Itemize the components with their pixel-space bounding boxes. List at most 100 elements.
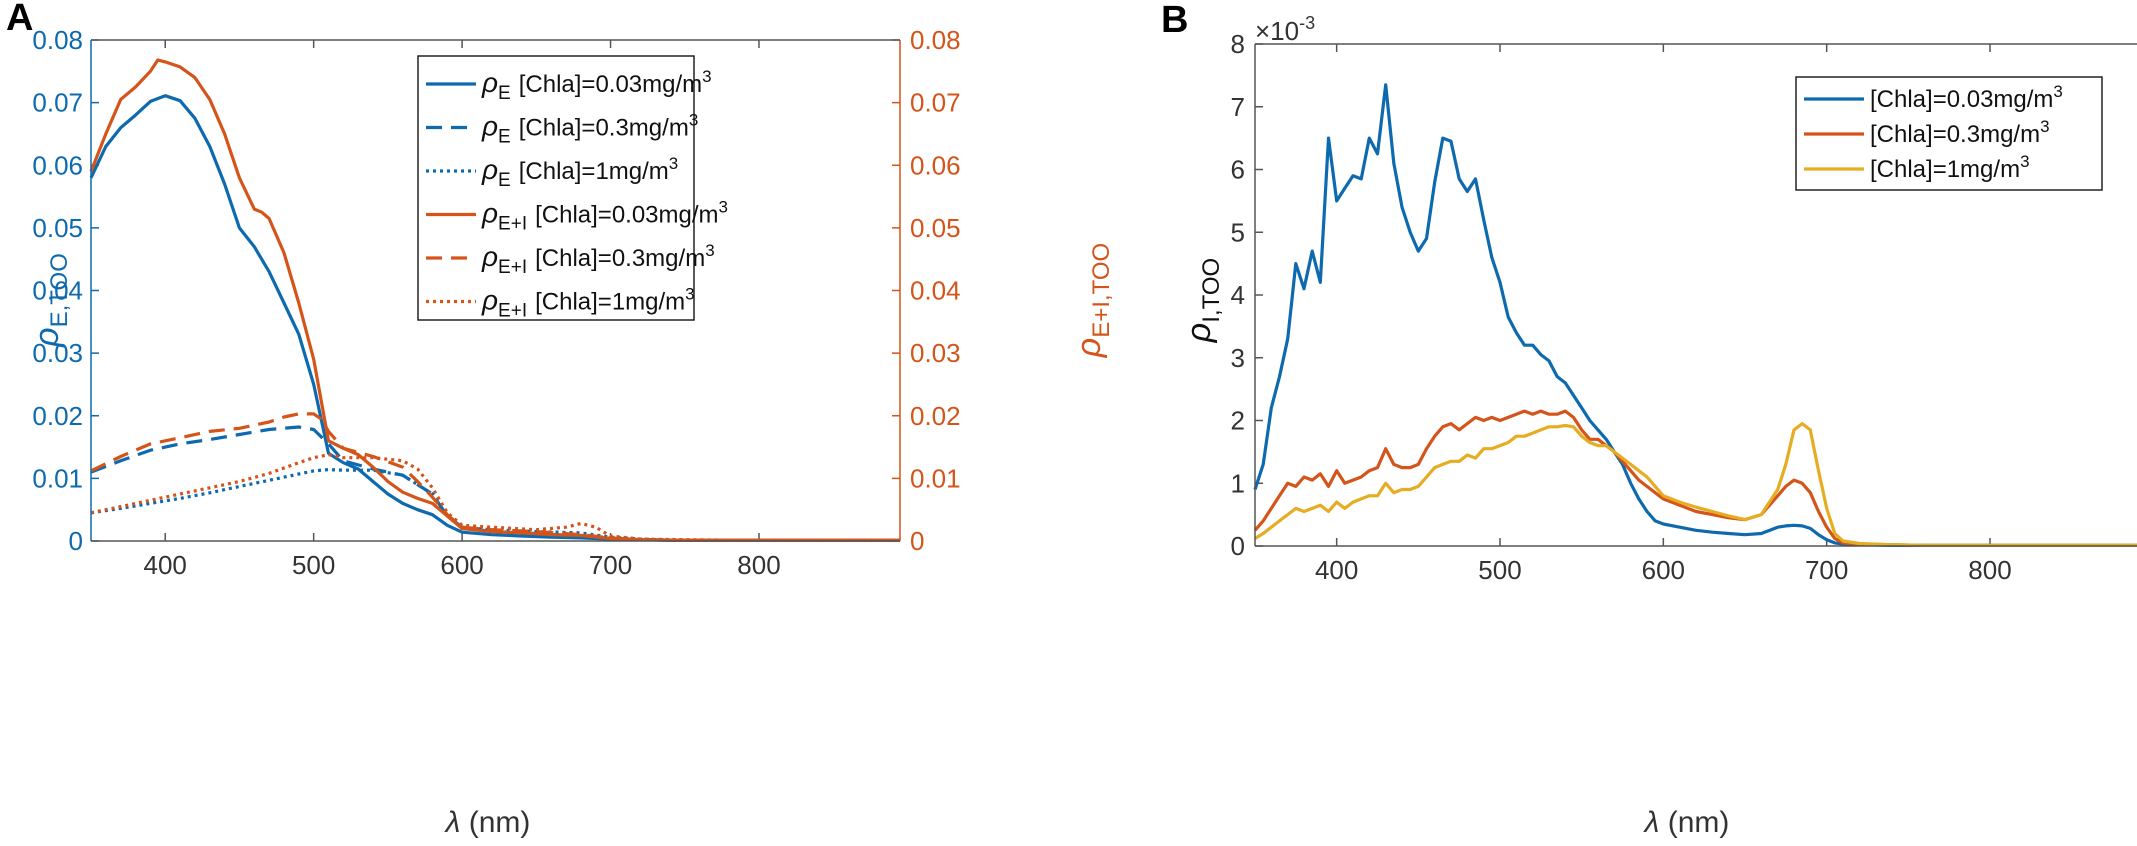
panel-b-legend-entry: [Chla]=1mg/m3: [1870, 152, 2030, 183]
legend-rho: ρ: [481, 67, 498, 98]
panel-a-xtick-label: 600: [440, 550, 483, 580]
panel-a-ytick-label-left: 0.04: [32, 276, 83, 306]
legend-label: [Chla]=1mg/m: [1870, 156, 2020, 183]
panel-a-xlabel-symbol: λ: [444, 806, 461, 839]
legend-rho: ρ: [481, 285, 498, 316]
panel-a-series-pE_03: [90, 425, 900, 543]
panel-a-legend-entry: ρE+I [Chla]=0.3mg/m3: [481, 241, 715, 278]
panel-b-xlabel-symbol: λ: [1643, 806, 1660, 839]
panel-a-ylabel-left: ρE,TOO: [28, 253, 73, 348]
panel-a-xlabel: λ (nm): [444, 806, 531, 839]
legend-sup: 3: [2053, 82, 2062, 101]
panel-b-ytick-label: 3: [1231, 343, 1245, 373]
legend-label: [Chla]=0.3mg/m: [519, 115, 689, 142]
legend-label: [Chla]=0.3mg/m: [1870, 121, 2040, 148]
panel-b-ytick-label: 7: [1231, 92, 1245, 122]
panel-a-ytick-label-left: 0.06: [32, 150, 83, 180]
panel-a-ytick-label-right: 0.06: [910, 150, 961, 180]
panel-a-legend-entry: ρE [Chla]=0.3mg/m3: [481, 111, 698, 148]
legend-sub: E+I: [498, 301, 527, 322]
legend-rho: ρ: [481, 198, 498, 229]
panel-a-series-pE_003: [89, 94, 900, 543]
panel-b-ytick-label: 1: [1231, 468, 1245, 498]
panel-b-ylabel-symbol: ρ: [1180, 323, 1218, 343]
panel-a-ytick-label-right: 0.02: [910, 401, 961, 431]
panel-a-ytick-label-left: 0.01: [32, 463, 83, 493]
legend-label: [Chla]=0.03mg/m: [1870, 86, 2053, 113]
panel-a-legend-box: [417, 55, 695, 321]
panel-b-xtick-label: 500: [1478, 555, 1521, 585]
panel-a-series: [89, 58, 900, 543]
legend-sub: E+I: [498, 214, 527, 235]
panel-b-series-pI_1: [1254, 422, 2137, 548]
panel-a-ticks: 0 0 0.01 0.01 0.02 0.02 0.03 0.03 0.04 0.04 0.05 0.…: [32, 25, 960, 580]
panel-b-xlabel-unit: (nm): [1659, 806, 1729, 839]
panel-b-legend-entry: [Chla]=0.3mg/m3: [1870, 117, 2050, 148]
panel-a-legend-entry: ρE [Chla]=1mg/m3: [481, 154, 678, 191]
panel-b-ylabel: ρI,TOO: [1180, 258, 1225, 343]
panel-b-ytick-label: 6: [1231, 155, 1245, 185]
legend-sup: 3: [705, 241, 714, 260]
panel-b-scale-exp: -3: [1299, 13, 1315, 33]
panel-b-ylabel-sub: I,TOO: [1198, 258, 1225, 323]
panel-a-ytick-label-left: 0: [69, 526, 83, 556]
panel-a-ytick-label-right: 0.04: [910, 276, 961, 306]
panel-b-ytick-label: 2: [1231, 406, 1245, 436]
panel-b-axes: [1254, 43, 2137, 547]
panel-b-xtick-label: 800: [1968, 555, 2011, 585]
panel-b-legend-entry: [Chla]=0.03mg/m3: [1870, 82, 2063, 113]
legend-label: [Chla]=1mg/m: [535, 289, 685, 316]
legend-sup: 3: [2040, 117, 2049, 136]
legend-label: [Chla]=0.03mg/m: [519, 71, 702, 98]
panel-a-xtick-label: 500: [292, 550, 335, 580]
panel-a-ytick-label-left: 0.08: [32, 25, 83, 55]
panel-label-a: A: [6, 0, 33, 39]
panel-a-ylabel-left-symbol: ρ: [28, 327, 66, 347]
panel-b-scale-base: ×10: [1255, 16, 1299, 46]
panel-b-xtick-label: 400: [1315, 555, 1358, 585]
panel-a-ytick-label-left: 0.07: [32, 88, 83, 118]
panel-label-b: B: [1161, 0, 1188, 41]
panel-a-series-pEI_1: [90, 453, 900, 543]
panel-a-legend-entry: ρE+I [Chla]=0.03mg/m3: [481, 198, 728, 235]
legend-sup: 3: [2020, 152, 2029, 171]
panel-a-ylabel-left-sub: E,TOO: [46, 253, 73, 327]
panel-b-xtick-label: 700: [1805, 555, 1848, 585]
legend-rho: ρ: [481, 111, 498, 142]
legend-sub: E+I: [498, 257, 527, 278]
panel-a-xtick-label: 700: [589, 550, 632, 580]
panel-b-xtick-label: 600: [1642, 555, 1685, 585]
panel-a-xlabel-unit: (nm): [460, 806, 530, 839]
panel-a-legend-entry: ρE [Chla]=0.03mg/m3: [481, 67, 712, 104]
panel-b-scale-label: ×10-3: [1255, 13, 1315, 46]
panel-b-series-pI_03: [1253, 409, 2137, 548]
panel-a-ytick-label-left: 0.03: [32, 338, 83, 368]
panel-a-ytick-label-right: 0.03: [910, 338, 961, 368]
legend-sup: 3: [719, 198, 728, 217]
panel-b-series-pI_003: [1253, 83, 2137, 548]
legend-label: [Chla]=0.03mg/m: [535, 202, 718, 229]
panel-b-ytick-label: 8: [1231, 29, 1245, 59]
panel-a-ytick-label-right: 0.01: [910, 463, 961, 493]
panel-b-ytick-label: 4: [1231, 280, 1245, 310]
panel-a-ytick-label-right: 0: [910, 526, 924, 556]
panel-a-xtick-label: 400: [144, 550, 187, 580]
legend-sup: 3: [685, 285, 694, 304]
panel-a-ylabel-right-symbol: ρ: [1070, 338, 1108, 358]
legend-label: [Chla]=1mg/m: [519, 158, 669, 185]
legend-sub: E: [498, 170, 511, 191]
legend-rho: ρ: [481, 154, 498, 185]
legend-sub: E: [498, 127, 511, 148]
panel-a-legend-entry: ρE+I [Chla]=1mg/m3: [481, 285, 695, 322]
panel-a-ytick-label-left: 0.02: [32, 401, 83, 431]
legend-rho: ρ: [481, 241, 498, 272]
panel-a-ytick-label-right: 0.05: [910, 213, 961, 243]
panel-a-ylabel-right-sub: E+I,TOO: [1088, 243, 1115, 338]
panel-a-ytick-label-right: 0.08: [910, 25, 961, 55]
panel-a-ytick-label-right: 0.07: [910, 88, 961, 118]
panel-a-axes: [90, 39, 901, 542]
legend-sup: 3: [689, 111, 698, 130]
legend-sub: E: [498, 83, 511, 104]
